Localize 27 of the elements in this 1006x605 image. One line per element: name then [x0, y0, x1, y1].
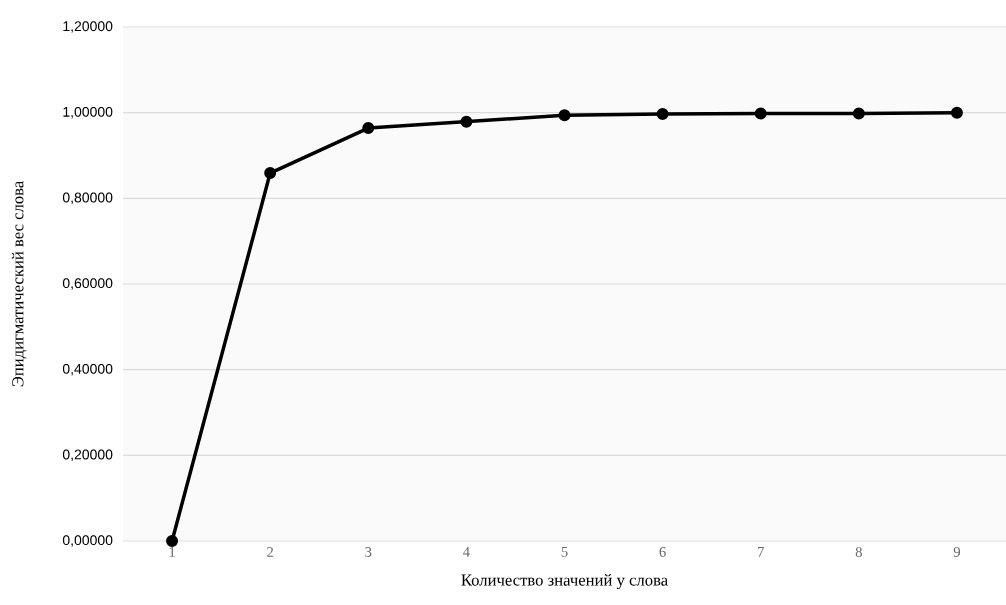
point: [264, 167, 277, 180]
y-tick-label: 1,00000: [63, 106, 113, 119]
y-tick-label: 0,20000: [62, 449, 113, 462]
y-tick-label: 0,80000: [62, 192, 113, 205]
x-axis-title: Количество значений у слова: [461, 574, 668, 590]
x-tick-label: 5: [561, 547, 568, 557]
point: [460, 115, 473, 128]
point: [558, 109, 571, 122]
x-tick-label: 4: [463, 547, 470, 557]
y-tick-label: 0,00000: [62, 535, 113, 547]
y-tick-label: 1,20000: [63, 21, 113, 33]
x-tick-label: 7: [758, 547, 764, 557]
x-tick-label: 3: [365, 547, 372, 557]
point: [166, 534, 179, 547]
point: [950, 106, 963, 119]
y-axis-title: Эпидигматический вес слова: [11, 181, 27, 387]
x-tick-label: 9: [953, 547, 960, 557]
point: [754, 107, 767, 120]
x-tick-label: 6: [659, 547, 666, 557]
point: [362, 122, 375, 135]
point: [656, 107, 669, 120]
x-tick-label: 8: [855, 547, 862, 557]
y-tick-label: 0,60000: [62, 278, 113, 290]
point: [852, 107, 865, 120]
y-tick-label: 0,40000: [62, 363, 113, 376]
x-tick-label: 2: [267, 547, 274, 557]
x-tick-label: 1: [169, 547, 175, 557]
